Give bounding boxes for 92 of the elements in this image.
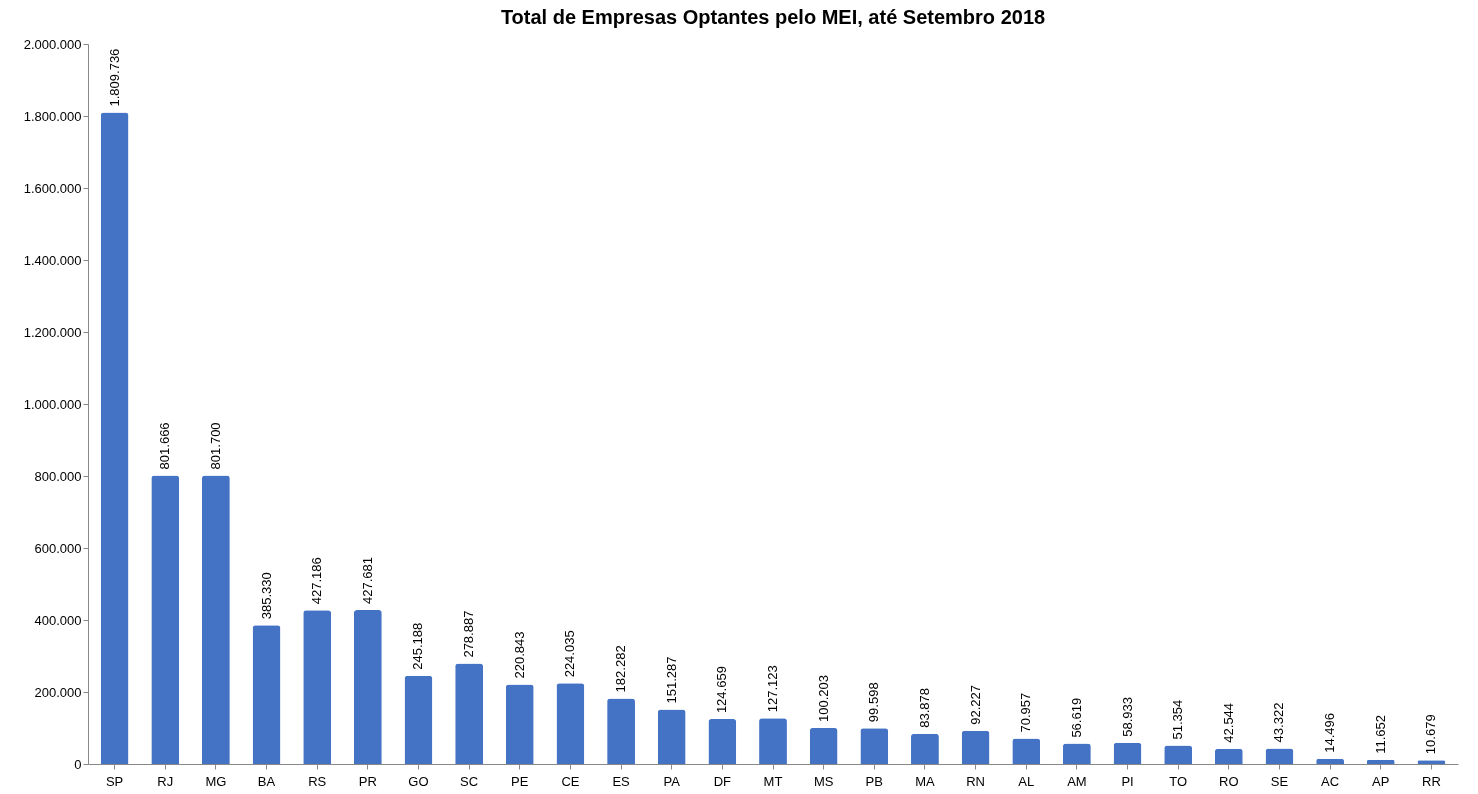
data-label: 10.679 (1423, 714, 1439, 755)
data-label: 51.354 (1170, 699, 1186, 740)
data-label: 127.123 (765, 665, 780, 713)
x-tick-label: AC (1321, 773, 1340, 789)
y-tick-label: 400.000 (34, 612, 82, 628)
bar (404, 675, 433, 764)
bar (657, 709, 686, 764)
data-label: 124.659 (714, 666, 730, 714)
data-label: 43.322 (1271, 702, 1287, 743)
bar (607, 698, 635, 764)
data-label: 801.666 (157, 422, 173, 470)
x-tick-label: AP (1372, 773, 1390, 789)
bar (1012, 738, 1041, 764)
bar (151, 475, 180, 764)
x-tick-label: PR (358, 773, 377, 789)
bar (100, 112, 129, 764)
x-tick-label: ES (612, 773, 631, 789)
bar (1316, 758, 1345, 764)
bar (860, 728, 889, 764)
bar (1164, 745, 1193, 764)
data-label: 278.887 (461, 610, 477, 658)
x-tick-label: AL (1018, 773, 1035, 789)
bar (1366, 759, 1395, 764)
bar (961, 730, 990, 764)
data-label: 427.681 (359, 557, 375, 605)
data-label: 70.957 (1018, 692, 1034, 733)
data-label: 58.933 (1119, 697, 1135, 737)
y-tick-label: 0 (74, 756, 82, 772)
bar (1062, 743, 1091, 764)
data-label: 182.282 (613, 645, 629, 693)
bar (303, 610, 332, 764)
x-tick-label: PB (865, 773, 883, 789)
data-label: 92.227 (967, 685, 983, 725)
data-label: 427.186 (309, 557, 325, 605)
x-tick-label: RJ (157, 773, 174, 789)
x-tick-label: PI (1121, 773, 1134, 789)
y-tick-label: 1.200.000 (23, 324, 82, 340)
chart-title: Total de Empresas Optantes pelo MEI, até Setembro 2018 (500, 6, 1046, 28)
bar (505, 684, 534, 764)
bar (708, 719, 737, 764)
bar (201, 475, 230, 764)
x-tick-label: SP (105, 773, 124, 789)
data-label: 801.700 (207, 422, 223, 470)
bar (1214, 748, 1243, 764)
x-tick-label: PE (511, 773, 529, 789)
data-label: 83.878 (916, 688, 932, 728)
y-tick-label: 2.000.000 (23, 36, 82, 52)
x-tick-label: RN (966, 773, 985, 789)
x-tick-label: SE (1270, 773, 1289, 789)
bar (455, 663, 484, 764)
y-tick-label: 600.000 (34, 540, 82, 556)
data-label: 1.809.736 (106, 48, 122, 107)
data-label: 99.598 (866, 682, 882, 723)
bar (1113, 742, 1142, 764)
x-tick-label: CE (561, 773, 580, 789)
x-tick-label: MG (205, 773, 227, 789)
y-tick-label: 1.600.000 (23, 180, 82, 196)
data-label: 100.203 (815, 674, 831, 722)
data-label: 385.330 (258, 572, 274, 620)
data-label: 245.188 (410, 622, 426, 670)
data-label: 224.035 (562, 630, 578, 678)
x-tick-label: SC (460, 773, 479, 789)
x-tick-label: TO (1169, 773, 1188, 789)
data-label: 56.619 (1068, 697, 1084, 738)
bar (353, 610, 382, 764)
y-tick-label: 200.000 (34, 684, 82, 700)
y-tick-label: 1.000.000 (23, 396, 82, 412)
y-tick-label: 800.000 (34, 468, 82, 484)
x-tick-label: MA (915, 773, 936, 789)
data-label: 11.652 (1372, 715, 1388, 754)
bar (759, 718, 787, 764)
x-tick-label: DF (713, 773, 732, 789)
bar (911, 733, 939, 764)
x-tick-label: GO (408, 773, 429, 789)
bar (556, 683, 585, 764)
x-tick-label: MT (763, 773, 783, 789)
x-tick-label: RR (1422, 773, 1441, 789)
y-tick-label: 1.800.000 (23, 108, 82, 124)
y-tick-label: 1.400.000 (23, 252, 82, 268)
x-tick-label: BA (257, 773, 276, 789)
x-tick-label: PA (663, 773, 681, 789)
x-tick-label: RO (1219, 773, 1239, 789)
data-label: 220.843 (511, 631, 527, 679)
x-tick-label: RS (308, 773, 327, 789)
data-label: 14.496 (1322, 713, 1338, 753)
x-tick-label: AM (1067, 773, 1087, 789)
bar (809, 727, 838, 764)
bar (252, 625, 281, 764)
data-label: 151.287 (663, 656, 679, 704)
data-label: 42.544 (1220, 702, 1236, 743)
bar (1265, 748, 1294, 764)
x-tick-label: MS (813, 773, 834, 789)
